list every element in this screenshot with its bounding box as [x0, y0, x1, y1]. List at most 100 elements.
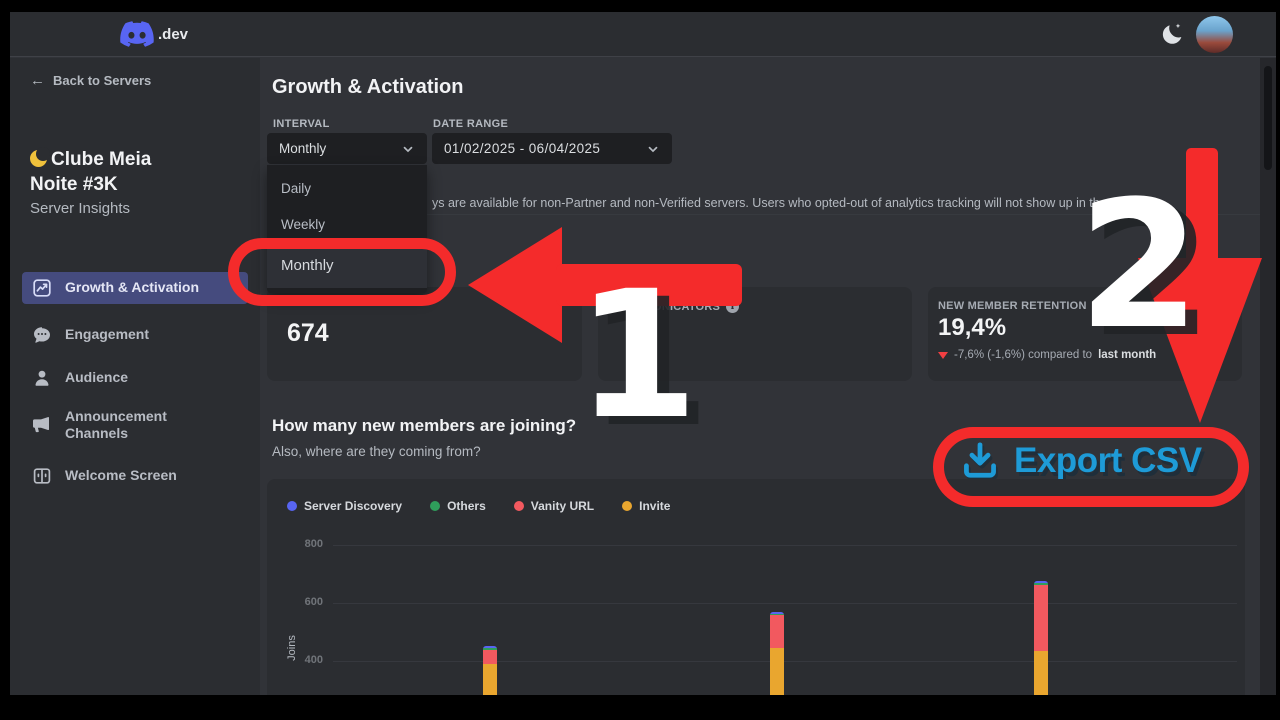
info-icon[interactable]	[1092, 299, 1106, 312]
y-axis-label: Joins	[286, 635, 298, 661]
interval-option-daily[interactable]: Daily	[281, 180, 312, 196]
date-range-select[interactable]: 01/02/2025 - 06/04/2025	[432, 133, 672, 164]
section-divider	[272, 214, 1260, 215]
bar-column-1[interactable]	[483, 645, 497, 695]
server-block: Clube Meia Noite #3K Server Insights	[30, 147, 210, 218]
nav-label: Growth & Activation	[65, 279, 200, 296]
megaphone-icon	[32, 415, 52, 435]
stat-card-new-member-retention: NEW MEMBER RETENTION 19,4% -7,6% (-1,6%)…	[928, 287, 1242, 381]
sidebar-item-welcome-screen[interactable]: Welcome Screen	[22, 460, 248, 492]
interval-option-weekly[interactable]: Weekly	[281, 216, 326, 232]
sidebar: Back to Servers Clube Meia Noite #3K Ser…	[10, 58, 260, 695]
chevron-down-icon	[646, 142, 660, 156]
bar-segment-others	[770, 614, 784, 616]
nav-label: Welcome Screen	[65, 467, 177, 484]
info-icon[interactable]	[726, 300, 740, 313]
bar-segment-vanity-url	[483, 649, 497, 664]
trend-down-icon	[938, 351, 948, 359]
crescent-moon-emoji	[30, 147, 50, 167]
bar-segment-others	[1034, 582, 1048, 585]
nav-label: Audience	[65, 369, 129, 386]
chevron-down-icon	[401, 142, 415, 156]
gridline-800: 800	[305, 538, 1237, 550]
stat-card-label-text: COMMUNICATORS	[618, 300, 721, 313]
bar-segment-server-discovery	[1034, 580, 1048, 583]
stat-card-label: NEW MEMBER RETENTION	[938, 299, 1232, 312]
legend-label: Vanity URL	[530, 499, 595, 513]
legend-item-others: Others	[430, 499, 486, 513]
chart-plot-area: 800 600 400 Joins	[267, 479, 1245, 695]
delta-bold-text: last month	[1098, 349, 1157, 361]
bar-segment-invite	[770, 647, 784, 695]
section-subheading: Also, where are they coming from?	[272, 444, 481, 459]
stat-card-value: 0	[634, 317, 648, 345]
export-csv-label: Export CSV	[1014, 441, 1202, 480]
y-tick: 400	[304, 654, 323, 666]
section-heading: How many new members are joining?	[272, 416, 577, 435]
interval-label: INTERVAL	[273, 118, 330, 130]
gridline-600: 600	[305, 596, 1237, 608]
sidebar-item-growth-activation[interactable]: Growth & Activation	[22, 272, 248, 304]
legend-label: Server Discovery	[304, 499, 403, 513]
theme-moon-icon[interactable]	[1160, 21, 1186, 47]
server-insights-subtitle: Server Insights	[30, 200, 131, 218]
stat-card-visitors: 674	[267, 287, 582, 381]
interval-select-value: Monthly	[279, 141, 327, 156]
delta-text: -7,6% (-1,6%) compared to	[954, 349, 1093, 361]
sidebar-item-announcement-channels[interactable]: Announcement Channels	[22, 403, 248, 447]
growth-chart-icon	[32, 278, 52, 298]
date-range-value: 01/02/2025 - 06/04/2025	[444, 141, 601, 156]
sidebar-item-audience[interactable]: Audience	[22, 362, 248, 394]
bar-segment-server-discovery	[483, 645, 497, 648]
server-name: Clube Meia Noite #3K	[30, 147, 190, 197]
stat-card-communicators: COMMUNICATORS 0	[598, 287, 912, 381]
bar-segment-others	[483, 647, 497, 650]
bar-segment-vanity-url	[770, 615, 784, 648]
interval-option-monthly[interactable]: Monthly	[267, 242, 427, 288]
back-to-servers-link[interactable]: Back to Servers	[30, 72, 151, 89]
y-tick: 800	[304, 538, 323, 550]
back-link-label: Back to Servers	[53, 73, 152, 88]
legend-dot	[622, 501, 633, 511]
stat-card-label	[287, 300, 562, 313]
y-tick: 600	[304, 596, 323, 608]
legend-item-vanity-url: Vanity URL	[513, 499, 595, 513]
scrollbar-thumb[interactable]	[1264, 66, 1272, 170]
user-avatar[interactable]	[1196, 16, 1233, 53]
stat-card-value: 19,4%	[938, 314, 1007, 341]
discord-logo-icon	[120, 21, 154, 47]
export-csv-button[interactable]: Export CSV	[958, 435, 1202, 487]
bar-segment-vanity-url	[1034, 584, 1048, 651]
discord-dev-logo[interactable]: .dev	[120, 21, 188, 47]
welcome-door-icon	[32, 466, 52, 486]
bar-column-3[interactable]	[1034, 580, 1048, 695]
gridline-400: 400	[305, 654, 1237, 666]
interval-dropdown-menu: Daily Weekly Monthly	[267, 165, 427, 293]
back-arrow-icon	[30, 72, 45, 89]
legend-dot	[430, 501, 441, 511]
legend-label: Invite	[639, 499, 671, 513]
server-name-text: Clube Meia Noite #3K	[30, 149, 152, 195]
stat-card-label: COMMUNICATORS	[618, 300, 892, 313]
legend-dot	[287, 501, 297, 511]
interval-select[interactable]: Monthly	[267, 133, 427, 164]
download-icon	[958, 439, 1002, 483]
brand-suffix: .dev	[158, 25, 189, 43]
bar-segment-server-discovery	[770, 612, 784, 614]
legend-item-server-discovery: Server Discovery	[287, 499, 402, 513]
bar-column-2[interactable]	[770, 612, 784, 695]
page-title: Growth & Activation	[272, 76, 464, 98]
chart-legend: Server Discovery Others Vanity URL Invite	[287, 499, 670, 513]
sidebar-item-engagement[interactable]: Engagement	[22, 319, 248, 351]
bar-segment-invite	[483, 663, 497, 695]
chat-bubble-icon	[32, 325, 52, 345]
legend-item-invite: Invite	[622, 499, 670, 513]
chart-panel: 800 600 400 Joins Server Discovery Others…	[267, 479, 1245, 695]
date-range-label: DATE RANGE	[433, 118, 509, 130]
info-note: ys are available for non-Partner and non…	[432, 196, 1138, 210]
topbar: .dev	[10, 12, 1276, 57]
scrollbar-track	[1260, 58, 1276, 695]
nav-label: Engagement	[65, 326, 150, 343]
stat-card-value: 674	[287, 319, 329, 347]
